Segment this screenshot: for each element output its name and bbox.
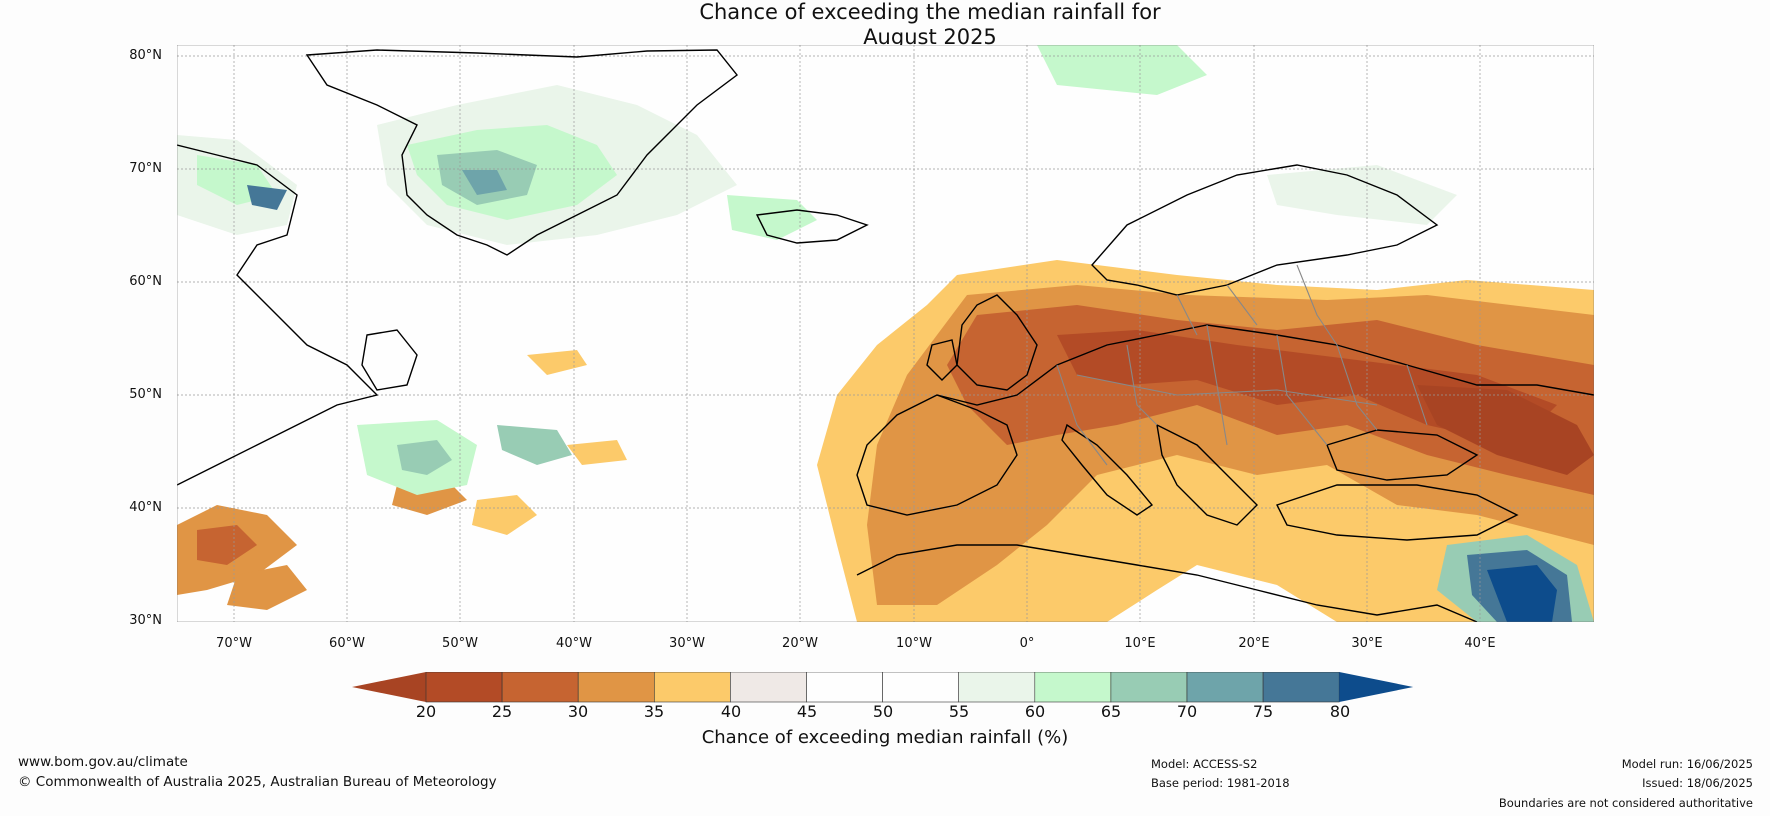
colorbar-box — [958, 672, 1036, 703]
colorbar-tick: 35 — [643, 702, 665, 721]
colorbar-extend-high — [1339, 672, 1414, 702]
colorbar-tick: 45 — [796, 702, 818, 721]
colorbar-box — [1034, 672, 1112, 703]
lon-label-60w: 60°W — [329, 636, 365, 651]
lon-label-70w: 70°W — [216, 636, 252, 651]
colorbar-box — [425, 672, 503, 703]
colorbar-label: Chance of exceeding median rainfall (%) — [701, 727, 1069, 748]
graticule — [177, 45, 1594, 622]
colorbar-tick: 80 — [1329, 702, 1351, 721]
lon-label-20w: 20°W — [782, 636, 818, 651]
colorbar-tick: 55 — [948, 702, 970, 721]
footer-model: Model: ACCESS-S2 — [1151, 757, 1258, 771]
lon-label-40e: 40°E — [1464, 636, 1496, 651]
colorbar-box — [653, 672, 731, 703]
colorbar-box — [806, 672, 883, 703]
lat-label-40n: 40°N — [129, 500, 162, 515]
lon-label-40w: 40°W — [556, 636, 592, 651]
colorbar-tick: 75 — [1252, 702, 1274, 721]
colorbar-tick: 60 — [1024, 702, 1046, 721]
colorbar-box — [1262, 672, 1340, 703]
lon-label-20e: 20°E — [1238, 636, 1270, 651]
rainfall-map — [177, 45, 1594, 622]
footer-issued: Issued: 18/06/2025 — [1642, 776, 1753, 790]
colorbar-tick: 50 — [872, 702, 894, 721]
colorbar-tick: 40 — [720, 702, 742, 721]
lon-label-30e: 30°E — [1351, 636, 1383, 651]
lat-label-50n: 50°N — [129, 387, 162, 402]
colorbar-tick: 70 — [1176, 702, 1198, 721]
colorbar-box — [882, 672, 959, 703]
lon-label-0: 0° — [1019, 636, 1035, 651]
colorbar-box — [1110, 672, 1188, 703]
colorbar-extend-low — [352, 672, 426, 702]
footer-model-run: Model run: 16/06/2025 — [1621, 757, 1753, 771]
colorbar-tick: 25 — [491, 702, 513, 721]
lon-label-10w: 10°W — [896, 636, 932, 651]
footer-copyright: © Commonwealth of Australia 2025, Austra… — [18, 774, 497, 790]
lat-label-80n: 80°N — [129, 48, 162, 63]
colorbar-box — [1186, 672, 1264, 703]
colorbar — [352, 672, 1414, 703]
footer-base-period: Base period: 1981-2018 — [1151, 776, 1290, 790]
colorbar-tick: 20 — [415, 702, 437, 721]
colorbar-tick: 30 — [567, 702, 589, 721]
dry-anomaly-regions — [177, 260, 1594, 622]
title-line-1: Chance of exceeding the median rainfall … — [699, 0, 1161, 24]
lon-label-30w: 30°W — [669, 636, 705, 651]
lat-label-30n: 30°N — [129, 613, 162, 628]
footer-disclaimer: Boundaries are not considered authoritat… — [1498, 796, 1753, 810]
lat-label-60n: 60°N — [129, 274, 162, 289]
colorbar-box — [501, 672, 579, 703]
wet-anomaly-regions — [177, 45, 1594, 622]
lon-label-50w: 50°W — [442, 636, 478, 651]
coastlines — [177, 49, 1594, 622]
colorbar-tick: 65 — [1100, 702, 1122, 721]
colorbar-box — [577, 672, 655, 703]
map-title: Chance of exceeding the median rainfall … — [0, 0, 1770, 50]
lon-label-10e: 10°E — [1124, 636, 1156, 651]
lat-label-70n: 70°N — [129, 161, 162, 176]
footer-website: www.bom.gov.au/climate — [18, 754, 188, 770]
colorbar-box — [730, 672, 807, 703]
country-borders — [1056, 264, 1428, 466]
